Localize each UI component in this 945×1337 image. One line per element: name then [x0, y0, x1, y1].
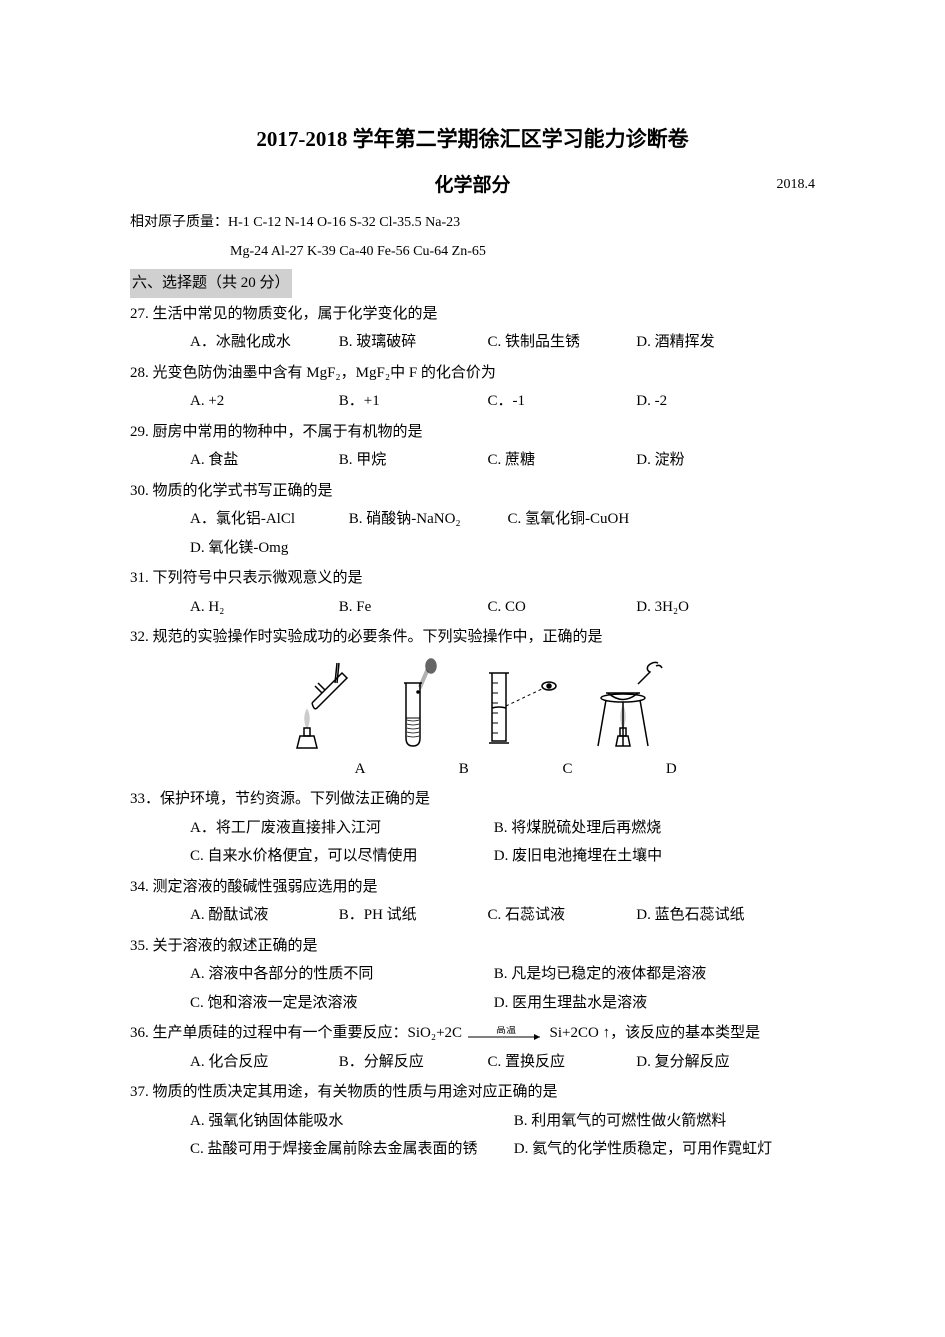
question-29-options: A. 食盐 B. 甲烷 C. 蔗糖 D. 淀粉 [130, 446, 815, 475]
q27-opt-d: D. 酒精挥发 [636, 328, 781, 357]
q36-opt-d: D. 复分解反应 [636, 1048, 781, 1077]
q31-opt-d: D. 3H₂O [636, 593, 781, 622]
question-34-options: A. 酚酞试液 B．PH 试纸 C. 石蕊试液 D. 蓝色石蕊试纸 [130, 901, 815, 930]
question-32: 32. 规范的实验操作时实验成功的必要条件。下列实验操作中，正确的是 [130, 623, 815, 783]
q32-label-c: C [518, 755, 618, 784]
atomic-mass-line-1: 相对原子质量：H-1 C-12 N-14 O-16 S-32 Cl-35.5 N… [130, 210, 815, 237]
arrow-label: 高温 [496, 1026, 516, 1036]
q30-opt-d: D. 氧化镁-Omg [190, 534, 345, 563]
page-title: 2017-2018 学年第二学期徐汇区学习能力诊断卷 [130, 120, 815, 160]
q32-label-a: A [310, 755, 410, 784]
reaction-arrow-icon: 高温 [466, 1026, 546, 1042]
question-29-text: 29. 厨房中常用的物种中，不属于有机物的是 [130, 418, 815, 447]
q31-opt-c: C. CO [488, 593, 633, 622]
question-35: 35. 关于溶液的叙述正确的是 A. 溶液中各部分的性质不同 B. 凡是均已稳定… [130, 932, 815, 1018]
q36-text-b: Si+2CO ↑，该反应的基本类型是 [550, 1025, 761, 1041]
q27-opt-b: B. 玻璃破碎 [339, 328, 484, 357]
question-37-text: 37. 物质的性质决定其用途，有关物质的性质与用途对应正确的是 [130, 1078, 815, 1107]
q29-opt-a: A. 食盐 [190, 446, 335, 475]
q30-opt-b: B. 硝酸钠-NaNO₂ [349, 505, 504, 534]
q32-label-b: B [414, 755, 514, 784]
q37-opt-d: D. 氦气的化学性质稳定，可用作霓虹灯 [514, 1135, 772, 1164]
q28-opt-c: C．-1 [488, 387, 633, 416]
date: 2018.4 [777, 172, 816, 199]
q34-opt-b: B．PH 试纸 [339, 901, 484, 930]
question-31: 31. 下列符号中只表示微观意义的是 A. H₂ B. Fe C. CO D. … [130, 564, 815, 621]
question-30-options: A．氯化铝-AlCl B. 硝酸钠-NaNO₂ C. 氢氧化铜-CuOH D. … [130, 505, 815, 562]
q28-opt-b: B．+1 [339, 387, 484, 416]
question-32-text: 32. 规范的实验操作时实验成功的必要条件。下列实验操作中，正确的是 [130, 623, 815, 652]
question-28-text: 28. 光变色防伪油墨中含有 MgF₂，MgF₂中 F 的化合价为 [130, 359, 815, 388]
q36-opt-c: C. 置换反应 [488, 1048, 633, 1077]
question-32-diagrams [130, 658, 815, 753]
question-31-text: 31. 下列符号中只表示微观意义的是 [130, 564, 815, 593]
question-34-text: 34. 测定溶液的酸碱性强弱应选用的是 [130, 873, 815, 902]
q27-opt-c: C. 铁制品生锈 [488, 328, 633, 357]
question-28: 28. 光变色防伪油墨中含有 MgF₂，MgF₂中 F 的化合价为 A. +2 … [130, 359, 815, 416]
question-28-options: A. +2 B．+1 C．-1 D. -2 [130, 387, 815, 416]
q36-opt-a: A. 化合反应 [190, 1048, 335, 1077]
q33-opt-d: D. 废旧电池掩埋在土壤中 [494, 842, 794, 871]
q35-opt-c: C. 饱和溶液一定是浓溶液 [190, 989, 490, 1018]
q37-opt-c: C. 盐酸可用于焊接金属前除去金属表面的锈 [190, 1135, 510, 1164]
question-29: 29. 厨房中常用的物种中，不属于有机物的是 A. 食盐 B. 甲烷 C. 蔗糖… [130, 418, 815, 475]
question-31-options: A. H₂ B. Fe C. CO D. 3H₂O [130, 593, 815, 622]
q29-opt-d: D. 淀粉 [636, 446, 781, 475]
q29-opt-c: C. 蔗糖 [488, 446, 633, 475]
q28-opt-d: D. -2 [636, 387, 781, 416]
q34-opt-d: D. 蓝色石蕊试纸 [636, 901, 781, 930]
diagram-c-icon [464, 658, 564, 753]
q37-opt-b: B. 利用氧气的可燃性做火箭燃料 [514, 1107, 727, 1136]
question-30: 30. 物质的化学式书写正确的是 A．氯化铝-AlCl B. 硝酸钠-NaNO₂… [130, 477, 815, 563]
question-37-options: A. 强氧化钠固体能吸水 B. 利用氧气的可燃性做火箭燃料 C. 盐酸可用于焊接… [130, 1107, 815, 1164]
section-header: 六、选择题（共 20 分） [130, 269, 292, 298]
q30-opt-a: A．氯化铝-AlCl [190, 505, 345, 534]
q29-opt-b: B. 甲烷 [339, 446, 484, 475]
q31-opt-b: B. Fe [339, 593, 484, 622]
q33-opt-a: A．将工厂废液直接排入江河 [190, 814, 490, 843]
diagram-a-icon [267, 658, 367, 753]
q34-opt-a: A. 酚酞试液 [190, 901, 335, 930]
question-34: 34. 测定溶液的酸碱性强弱应选用的是 A. 酚酞试液 B．PH 试纸 C. 石… [130, 873, 815, 930]
q35-opt-b: B. 凡是均已稳定的液体都是溶液 [494, 960, 794, 989]
question-35-text: 35. 关于溶液的叙述正确的是 [130, 932, 815, 961]
q33-opt-c: C. 自来水价格便宜，可以尽情使用 [190, 842, 490, 871]
question-27-text: 27. 生活中常见的物质变化，属于化学变化的是 [130, 300, 815, 329]
question-30-text: 30. 物质的化学式书写正确的是 [130, 477, 815, 506]
question-33-options: A．将工厂废液直接排入江河 B. 将煤脱硫处理后再燃烧 C. 自来水价格便宜，可… [130, 814, 815, 871]
q31-opt-a: A. H₂ [190, 593, 335, 622]
q36-text-a: 36. 生产单质硅的过程中有一个重要反应：SiO₂+2C [130, 1025, 466, 1041]
subtitle-row: 化学部分 2018.4 [130, 168, 815, 204]
diagram-d-icon [568, 658, 678, 753]
q28-opt-a: A. +2 [190, 387, 335, 416]
question-27: 27. 生活中常见的物质变化，属于化学变化的是 A．冰融化成水 B. 玻璃破碎 … [130, 300, 815, 357]
question-35-options: A. 溶液中各部分的性质不同 B. 凡是均已稳定的液体都是溶液 C. 饱和溶液一… [130, 960, 815, 1017]
q36-opt-b: B．分解反应 [339, 1048, 484, 1077]
q32-label-d: D [621, 755, 721, 784]
question-37: 37. 物质的性质决定其用途，有关物质的性质与用途对应正确的是 A. 强氧化钠固… [130, 1078, 815, 1164]
question-36-options: A. 化合反应 B．分解反应 C. 置换反应 D. 复分解反应 [130, 1048, 815, 1077]
atomic-mass-line-2: Mg-24 Al-27 K-39 Ca-40 Fe-56 Cu-64 Zn-65 [130, 239, 815, 266]
diagram-b-icon [371, 658, 461, 753]
q35-opt-a: A. 溶液中各部分的性质不同 [190, 960, 490, 989]
question-27-options: A．冰融化成水 B. 玻璃破碎 C. 铁制品生锈 D. 酒精挥发 [130, 328, 815, 357]
question-36: 36. 生产单质硅的过程中有一个重要反应：SiO₂+2C 高温 Si+2CO ↑… [130, 1019, 815, 1076]
question-33-text: 33．保护环境，节约资源。下列做法正确的是 [130, 785, 815, 814]
section-header-wrap: 六、选择题（共 20 分） [130, 269, 815, 300]
q34-opt-c: C. 石蕊试液 [488, 901, 633, 930]
question-36-text: 36. 生产单质硅的过程中有一个重要反应：SiO₂+2C 高温 Si+2CO ↑… [130, 1019, 815, 1048]
q27-opt-a: A．冰融化成水 [190, 328, 335, 357]
q37-opt-a: A. 强氧化钠固体能吸水 [190, 1107, 510, 1136]
q33-opt-b: B. 将煤脱硫处理后再燃烧 [494, 814, 794, 843]
q30-opt-c: C. 氢氧化铜-CuOH [508, 505, 663, 534]
question-32-labels: A B C D [130, 755, 815, 784]
question-33: 33．保护环境，节约资源。下列做法正确的是 A．将工厂废液直接排入江河 B. 将… [130, 785, 815, 871]
subtitle: 化学部分 [434, 175, 510, 196]
q35-opt-d: D. 医用生理盐水是溶液 [494, 989, 794, 1018]
